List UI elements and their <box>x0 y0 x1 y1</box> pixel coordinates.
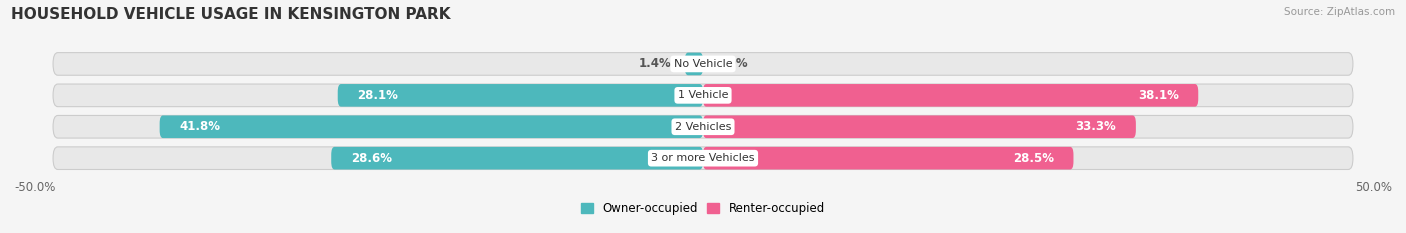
Text: 2 Vehicles: 2 Vehicles <box>675 122 731 132</box>
FancyBboxPatch shape <box>53 84 1353 107</box>
Text: 28.1%: 28.1% <box>357 89 398 102</box>
FancyBboxPatch shape <box>53 53 1353 75</box>
Text: -50.0%: -50.0% <box>14 181 55 194</box>
Text: 0.0%: 0.0% <box>716 57 748 70</box>
Text: HOUSEHOLD VEHICLE USAGE IN KENSINGTON PARK: HOUSEHOLD VEHICLE USAGE IN KENSINGTON PA… <box>11 7 451 22</box>
Text: 50.0%: 50.0% <box>1355 181 1392 194</box>
Text: 1.4%: 1.4% <box>640 57 672 70</box>
FancyBboxPatch shape <box>703 147 1073 169</box>
Text: 28.6%: 28.6% <box>350 152 392 165</box>
Text: 3 or more Vehicles: 3 or more Vehicles <box>651 153 755 163</box>
FancyBboxPatch shape <box>53 147 1353 169</box>
FancyBboxPatch shape <box>332 147 703 169</box>
Text: 28.5%: 28.5% <box>1012 152 1054 165</box>
FancyBboxPatch shape <box>703 116 1136 138</box>
Text: 38.1%: 38.1% <box>1137 89 1178 102</box>
FancyBboxPatch shape <box>337 84 703 107</box>
Text: 41.8%: 41.8% <box>179 120 221 133</box>
FancyBboxPatch shape <box>53 116 1353 138</box>
Text: 1 Vehicle: 1 Vehicle <box>678 90 728 100</box>
Legend: Owner-occupied, Renter-occupied: Owner-occupied, Renter-occupied <box>581 202 825 215</box>
Text: 33.3%: 33.3% <box>1076 120 1116 133</box>
FancyBboxPatch shape <box>685 53 703 75</box>
FancyBboxPatch shape <box>160 116 703 138</box>
Text: Source: ZipAtlas.com: Source: ZipAtlas.com <box>1284 7 1395 17</box>
FancyBboxPatch shape <box>703 84 1198 107</box>
Text: No Vehicle: No Vehicle <box>673 59 733 69</box>
